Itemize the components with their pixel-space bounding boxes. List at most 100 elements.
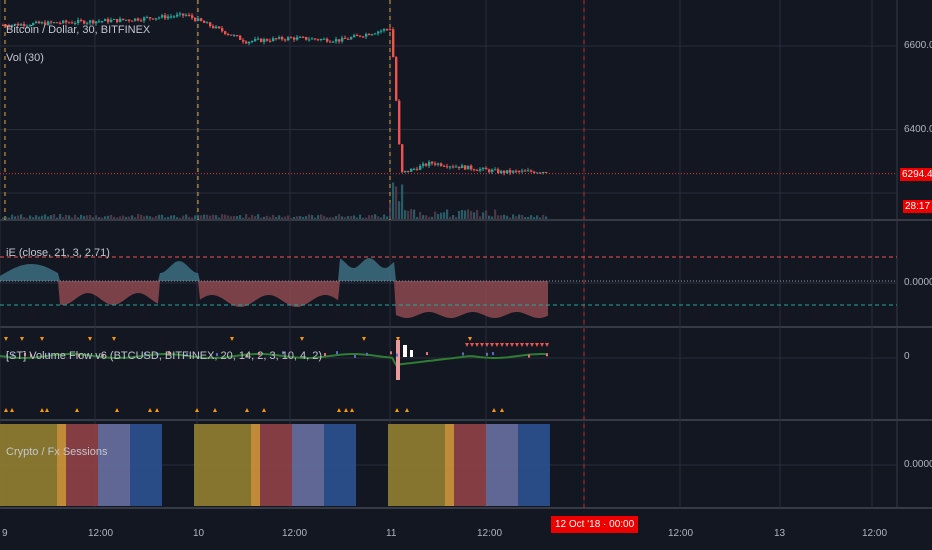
volume-bar <box>209 215 212 219</box>
volume-bar <box>311 215 314 219</box>
candle-body <box>272 38 275 42</box>
candle-body <box>500 170 503 174</box>
volume-bar <box>431 216 434 219</box>
session-block-asia <box>0 424 57 506</box>
candle-body <box>458 166 461 169</box>
candle-body <box>98 21 101 23</box>
ie-positive-area <box>0 258 548 281</box>
volume-bar <box>89 215 92 219</box>
up-arrow-marker <box>405 408 409 412</box>
candle-body <box>215 26 218 29</box>
volume-flow-dot <box>336 351 338 355</box>
candle-body <box>446 166 449 168</box>
volume-bar <box>533 217 536 219</box>
volume-bar <box>80 214 83 219</box>
volume-flow-dot <box>258 352 260 356</box>
session-block-us2 <box>324 424 356 506</box>
volume-flow-dot <box>186 353 188 357</box>
candle-body <box>416 168 419 170</box>
candle-body <box>254 39 257 41</box>
down-arrow-marker <box>535 343 539 347</box>
candle-body <box>488 169 491 173</box>
volume-bar <box>119 216 122 219</box>
volume-bar <box>245 214 248 219</box>
volume-flow-dot <box>426 352 428 356</box>
candle-body <box>308 39 311 41</box>
volume-bar <box>287 215 290 219</box>
volume-flow-dot <box>546 353 548 357</box>
candle-body <box>455 166 458 168</box>
candle-body <box>101 21 104 23</box>
candle-body <box>365 33 368 37</box>
volume-bar <box>41 215 44 219</box>
up-arrow-marker <box>213 408 217 412</box>
candle-body <box>188 14 191 16</box>
last-price-badge: 6294.4 <box>900 168 932 181</box>
volume-bar <box>113 216 116 219</box>
candle-body <box>80 19 83 21</box>
volume-flow-spike-bar <box>396 340 400 380</box>
volume-bar <box>338 214 341 219</box>
candle-body <box>422 163 425 166</box>
candle-body <box>218 26 221 29</box>
volume-flow-dot <box>78 353 80 357</box>
volume-bar <box>506 215 509 219</box>
volume-bar <box>131 215 134 219</box>
volume-bar <box>371 215 374 219</box>
candle-body <box>209 22 212 27</box>
candle-body <box>407 170 410 172</box>
candle-body <box>257 38 260 40</box>
volume-bar <box>455 216 458 219</box>
candle-body <box>269 40 272 42</box>
candle-body <box>221 28 224 32</box>
volume-bar <box>191 217 194 219</box>
candle-body <box>449 166 452 168</box>
volume-bar <box>365 217 368 219</box>
candle-body <box>533 171 536 173</box>
volume-flow-bar <box>410 350 413 357</box>
ie-title: iE (close, 21, 3, 2.71) <box>6 247 110 259</box>
volume-bar <box>116 217 119 219</box>
candle-body <box>467 165 470 170</box>
candle-body <box>134 18 137 21</box>
up-arrow-marker <box>344 408 348 412</box>
candle-body <box>347 38 350 40</box>
volume-bar <box>485 210 488 219</box>
volume-bar <box>341 216 344 219</box>
candle-body <box>122 18 125 20</box>
candle-body <box>197 18 200 21</box>
time-label-1200-c: 12:00 <box>477 528 503 539</box>
candle-body <box>314 38 317 40</box>
volume-flow-dot <box>168 351 170 355</box>
candle-body <box>494 169 497 171</box>
candle-body <box>404 170 407 173</box>
down-arrow-marker <box>485 343 489 347</box>
volume-bar <box>83 216 86 219</box>
volume-bar <box>98 217 101 219</box>
candle-body <box>536 172 539 174</box>
candle-body <box>68 22 71 24</box>
volume-bar <box>128 216 131 219</box>
volume-bar <box>203 214 206 219</box>
volume-bar <box>530 215 533 219</box>
volume-flow-dot <box>246 354 248 358</box>
candle-body <box>191 15 194 18</box>
candle-body <box>77 19 80 23</box>
volume-bar <box>473 212 476 219</box>
volume-bar <box>527 216 530 219</box>
candle-body <box>401 144 404 173</box>
volume-flow-dot <box>396 353 398 357</box>
candle-body <box>137 18 140 21</box>
volume-bar <box>161 214 164 219</box>
candle-body <box>266 39 269 41</box>
candle-body <box>371 34 374 36</box>
candle-body <box>149 17 152 19</box>
candle-body <box>503 170 506 174</box>
volume-bar <box>491 216 494 219</box>
volume-bar <box>458 210 461 219</box>
session-block-us <box>292 424 324 506</box>
candle-body <box>443 165 446 167</box>
candle-body <box>410 168 413 172</box>
volume-bar <box>290 217 293 219</box>
